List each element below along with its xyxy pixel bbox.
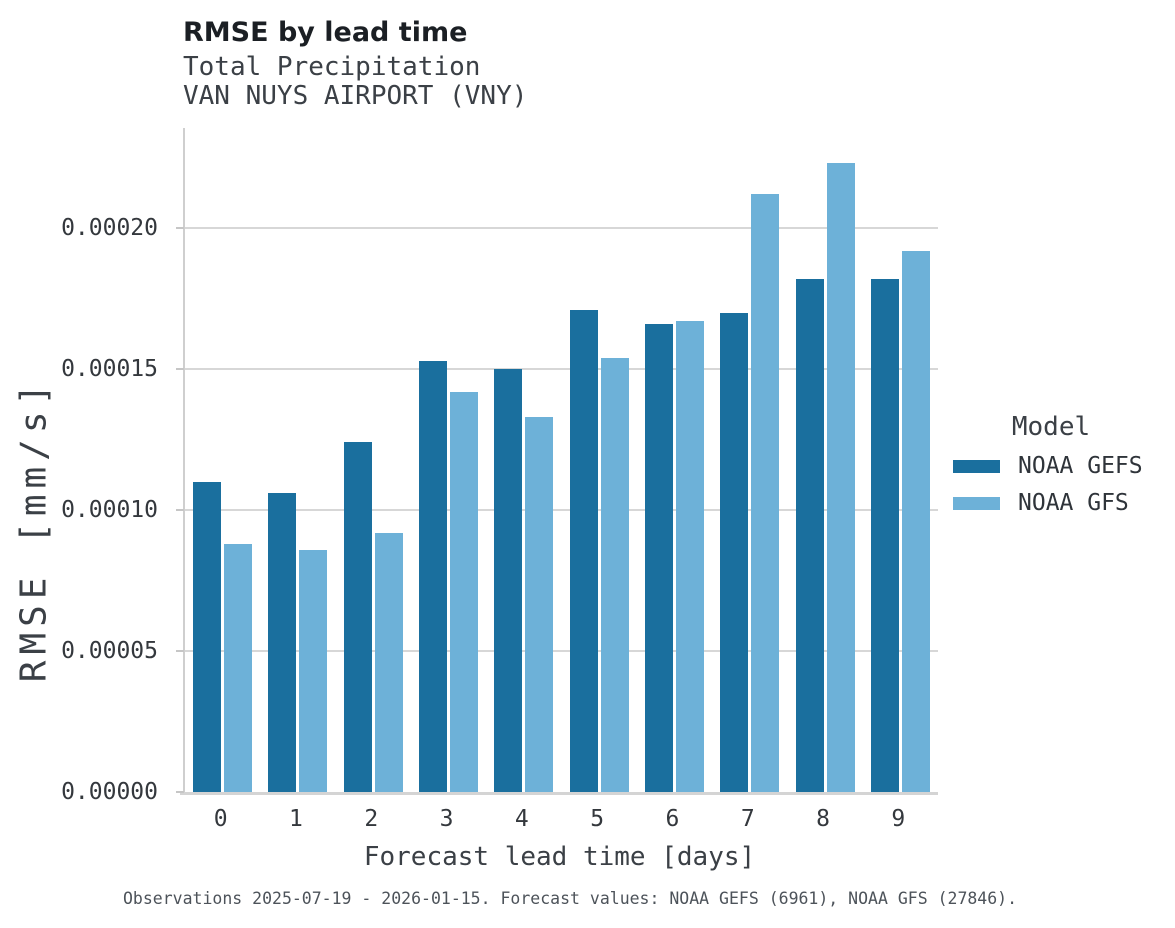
bar-group-day-9 (870, 250, 930, 792)
y-tick-mark (176, 791, 184, 793)
x-tick-label-8: 8 (816, 806, 830, 832)
y-tick-mark (176, 649, 184, 652)
legend: Model NOAA GEFS NOAA GFS (953, 412, 1163, 516)
x-axis-title: Forecast lead time [days] (363, 842, 756, 872)
bar-group-day-6 (644, 321, 704, 792)
y-tick-label: 0.00000 (61, 779, 158, 805)
x-tick-label-2: 2 (364, 806, 379, 832)
bar-noaa-gefs-day-0 (193, 481, 222, 792)
chart-title: RMSE by lead time (183, 17, 468, 48)
x-tick-label-7: 7 (740, 806, 755, 832)
bar-noaa-gfs-day-1 (299, 549, 328, 792)
y-tick-mark (176, 226, 184, 229)
chart-subtitle-station: VAN NUYS AIRPORT (VNY) (183, 81, 528, 111)
plot-area (183, 128, 938, 792)
bar-noaa-gefs-day-5 (569, 309, 598, 792)
legend-label: NOAA GEFS (1018, 453, 1143, 479)
y-tick-label: 0.00005 (61, 637, 158, 664)
bar-noaa-gefs-day-7 (720, 312, 749, 792)
x-tick-label-9: 9 (891, 806, 906, 832)
x-tick-label-0: 0 (213, 806, 228, 832)
y-tick-label: 0.00015 (61, 355, 158, 382)
caption: Observations 2025-07-19 - 2026-01-15. Fo… (123, 889, 1018, 908)
bar-group-day-1 (268, 493, 328, 792)
bar-noaa-gfs-day-3 (450, 391, 479, 792)
bar-group-day-2 (343, 442, 403, 792)
chart-subtitle-variable: Total Precipitation (183, 52, 481, 82)
bar-noaa-gfs-day-9 (901, 250, 930, 792)
y-tick-label: 0.00020 (61, 214, 158, 241)
x-tick-label-1: 1 (289, 806, 303, 832)
bar-noaa-gfs-day-5 (600, 357, 629, 792)
y-axis-title: RMSE [mm/s] (13, 377, 55, 683)
y-tick-mark (176, 508, 184, 511)
legend-title: Model (1011, 412, 1091, 442)
y-tick-label: 0.00010 (61, 496, 158, 523)
x-tick-label-6: 6 (665, 806, 680, 832)
bar-noaa-gfs-day-8 (826, 163, 855, 792)
bar-noaa-gefs-day-2 (343, 442, 372, 792)
bar-noaa-gefs-day-1 (268, 493, 297, 792)
bar-noaa-gfs-day-4 (525, 416, 554, 792)
x-tick-label-5: 5 (590, 806, 605, 832)
x-axis-line (180, 792, 938, 795)
bar-noaa-gefs-day-9 (870, 278, 899, 792)
legend-swatch-noaa-gfs (953, 496, 1000, 510)
bar-noaa-gefs-day-3 (419, 360, 448, 792)
y-tick-mark (176, 367, 184, 370)
bar-noaa-gefs-day-4 (494, 369, 523, 792)
legend-swatch-noaa-gefs (953, 459, 1000, 473)
gridline-0.00010 (185, 509, 938, 511)
gridline-0.00020 (185, 227, 938, 229)
bar-noaa-gfs-day-0 (224, 543, 253, 792)
bar-group-day-5 (569, 309, 629, 792)
bar-noaa-gefs-day-8 (795, 278, 824, 792)
gridline-0.00015 (185, 368, 938, 370)
bar-noaa-gfs-day-2 (374, 532, 403, 792)
legend-item-noaa-gefs: NOAA GEFS (953, 453, 1163, 479)
bar-noaa-gfs-day-7 (751, 194, 780, 792)
bar-group-day-3 (419, 360, 479, 792)
x-tick-label-3: 3 (439, 806, 454, 832)
bar-group-day-4 (494, 369, 554, 792)
bar-noaa-gfs-day-6 (675, 321, 704, 792)
bar-group-day-7 (720, 194, 780, 792)
gridline-0.00005 (185, 650, 938, 652)
bar-group-day-0 (193, 481, 253, 792)
bar-noaa-gefs-day-6 (644, 323, 673, 792)
x-tick-label-4: 4 (514, 806, 529, 832)
legend-label: NOAA GFS (1018, 490, 1129, 516)
bar-group-day-8 (795, 163, 855, 792)
legend-item-noaa-gfs: NOAA GFS (953, 490, 1163, 516)
